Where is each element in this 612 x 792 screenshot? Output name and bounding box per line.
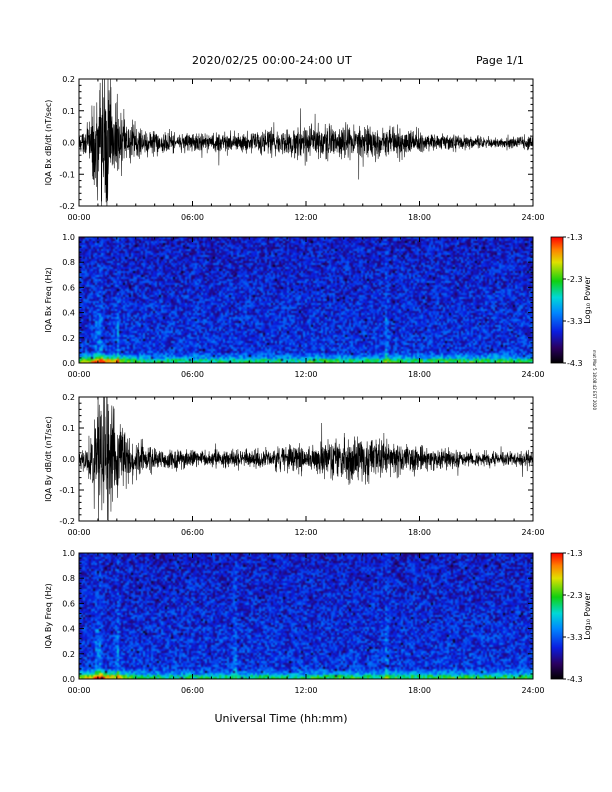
dbdt-panel: 00:00 06:00 12:00 18:00 24:00 -0.2 -0.1 0.0 0.1 0… (44, 75, 545, 222)
colorbar (550, 552, 564, 680)
colorbar-label: Log₁₀ Power (583, 592, 592, 640)
x-tick-label: 24:00 (521, 528, 544, 537)
page-number: Page 1/1 (476, 54, 524, 67)
dbdt-panel: 00:00 06:00 12:00 18:00 24:00 -0.2 -0.1 0.0 0.1 0… (44, 393, 545, 537)
x-tick-label: 12:00 (294, 213, 317, 222)
y-tick-label: 0.1 (62, 107, 75, 116)
colorbar-tick-label: -3.3 (567, 317, 583, 326)
colorbar (550, 236, 564, 364)
y-axis-label: IQA By Freq (Hz) (44, 583, 53, 649)
x-tick-label: 12:00 (294, 528, 317, 537)
y-tick-label: 1.0 (62, 233, 75, 242)
y-tick-label: 0.0 (62, 359, 75, 368)
y-tick-label: -0.2 (59, 202, 75, 211)
colorbar-label: Log₁₀ Power (583, 276, 592, 324)
x-tick-label: 06:00 (181, 528, 204, 537)
y-tick-label: 0.2 (62, 334, 75, 343)
series-line (79, 79, 533, 206)
y-tick-label: -0.1 (59, 486, 75, 495)
y-axis-label: IQA Bx dB/dt (nT/sec) (44, 100, 53, 186)
y-tick-label: 0.4 (62, 309, 75, 318)
x-tick-label: 12:00 (294, 686, 317, 695)
x-tick-label: 18:00 (408, 528, 431, 537)
x-tick-label: 12:00 (294, 370, 317, 379)
y-tick-label: -0.2 (59, 517, 75, 526)
colorbar-tick-label: -2.3 (567, 275, 583, 284)
spectrogram-panel: -1.3 -2.3 -3.3 -4.3 Log₁₀ Power 00:00 06:00 12:… (44, 549, 592, 695)
colorbar-tick-label: -4.3 (567, 359, 583, 368)
x-tick-label: 18:00 (408, 213, 431, 222)
y-tick-label: -0.1 (59, 170, 75, 179)
x-tick-label: 06:00 (181, 213, 204, 222)
colorbar-tick-label: -3.3 (567, 633, 583, 642)
y-tick-label: 1.0 (62, 549, 75, 558)
x-tick-label: 06:00 (181, 686, 204, 695)
x-tick-label: 24:00 (521, 213, 544, 222)
spectrogram-image (79, 553, 533, 679)
colorbar-tick-label: -1.3 (567, 233, 583, 242)
y-tick-label: 0.8 (62, 574, 75, 583)
spectrogram-panel: -1.3 -2.3 -3.3 -4.3 Log₁₀ Power 00:00 06:00 12:… (44, 233, 592, 379)
x-tick-label: 24:00 (521, 370, 544, 379)
x-tick-label: 00:00 (67, 528, 90, 537)
y-tick-label: 0.0 (62, 455, 75, 464)
y-tick-label: 0.1 (62, 424, 75, 433)
x-tick-label: 18:00 (408, 370, 431, 379)
y-axis-label: IQA By dB/dt (nT/sec) (44, 416, 53, 502)
x-tick-label: 00:00 (67, 213, 90, 222)
y-tick-label: 0.4 (62, 625, 75, 634)
y-tick-label: 0.2 (62, 650, 75, 659)
x-tick-label: 06:00 (181, 370, 204, 379)
y-tick-label: 0.6 (62, 283, 75, 292)
y-tick-label: 0.2 (62, 393, 75, 402)
x-axis-label: Universal Time (hh:mm) (215, 712, 348, 725)
spectrogram-image (79, 237, 533, 363)
y-tick-label: 0.8 (62, 258, 75, 267)
x-tick-label: 24:00 (521, 686, 544, 695)
y-axis-label: IQA Bx Freq (Hz) (44, 267, 53, 333)
colorbar-tick-label: -1.3 (567, 549, 583, 558)
y-tick-label: 0.0 (62, 675, 75, 684)
x-tick-label: 18:00 (408, 686, 431, 695)
page-title: 2020/02/25 00:00-24:00 UT (192, 54, 353, 67)
x-tick-label: 00:00 (67, 686, 90, 695)
y-tick-label: 0.6 (62, 599, 75, 608)
colorbar-tick-label: -2.3 (567, 591, 583, 600)
y-tick-label: 0.2 (62, 75, 75, 84)
y-tick-label: 0.0 (62, 139, 75, 148)
series-line (79, 397, 533, 521)
colorbar-tick-label: -4.3 (567, 675, 583, 684)
x-tick-label: 00:00 (67, 370, 90, 379)
